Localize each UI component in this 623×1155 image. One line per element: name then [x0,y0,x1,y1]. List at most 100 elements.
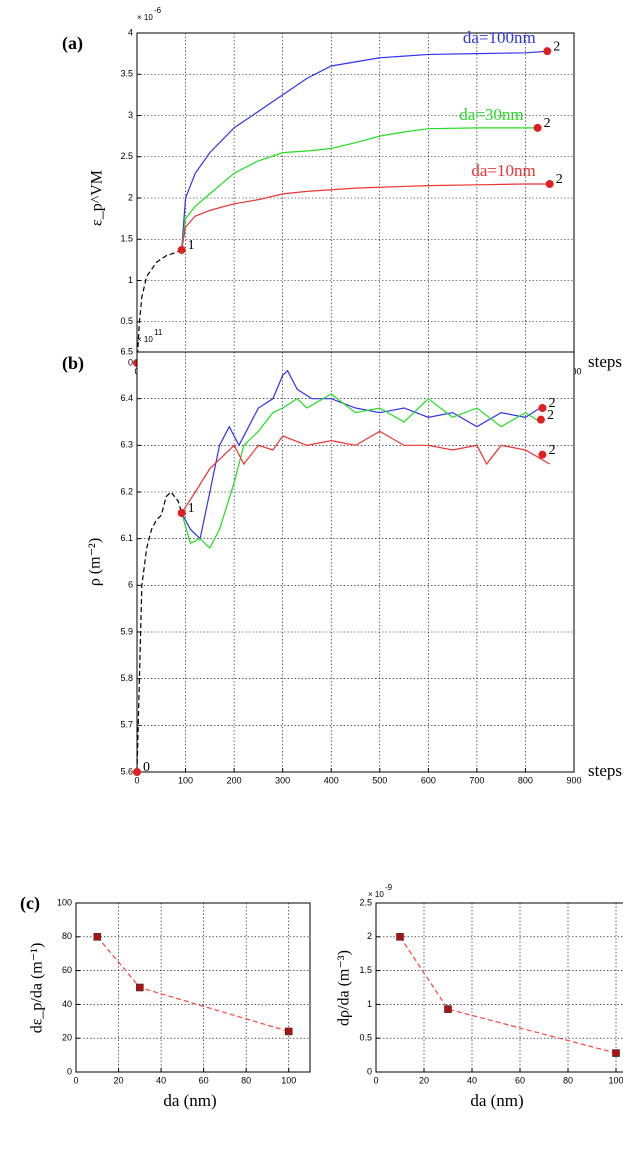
x-tick-label: 0 [373,1075,378,1085]
plot-content [137,50,550,363]
y-tick-label: 40 [62,999,72,1009]
y-tick-label: 1.5 [359,965,372,975]
point-marker [538,404,547,412]
panel-label: (a) [62,33,83,54]
series-line [399,936,617,1054]
point-marker [177,509,186,517]
point-label: 2 [556,172,563,187]
series-line [181,369,541,540]
y-tick-label: 6.3 [120,440,133,450]
y-tick-label: 5.9 [120,626,133,636]
x-axis-label: da (nm) [163,1091,216,1110]
y-axis-label: ρ (m⁻²) [87,538,104,586]
axis-multiplier: × 10 [368,890,384,899]
x-tick-label: 100 [608,1075,623,1085]
series-line [137,491,183,772]
plot-area [76,903,310,1072]
x-tick-label: 900 [566,775,581,785]
y-tick-label: 1.5 [120,234,133,244]
x-axis-label: steps [588,761,622,780]
axis-multiplier: × 10 [137,335,153,344]
series-line [181,50,550,251]
y-tick-label: 6.5 [120,346,133,356]
x-tick-label: 500 [372,775,387,785]
point-marker [533,123,542,132]
x-tick-label: 700 [469,775,484,785]
data-point [136,983,144,992]
point-label: 2 [548,443,555,458]
x-tick-label: 80 [241,1075,251,1085]
plot-frame [75,902,311,1073]
point-label: 2 [544,116,551,131]
axis-multiplier: × 10 [137,13,153,22]
series-label: da=100nm [463,28,536,47]
y-tick-label: 0 [67,1066,72,1076]
point-label: 2 [548,396,555,411]
x-axis-label: da (nm) [470,1091,523,1110]
point-marker [543,47,552,56]
data-point [284,1027,293,1036]
point-label: 1 [188,238,195,253]
point-label: 2 [547,408,554,423]
panel: 0 100 200 300 400 500 600 700 800 9005.65.75.85.9… [62,328,622,785]
y-tick-label: 80 [62,931,72,941]
y-tick-label: 5.8 [120,673,133,683]
x-tick-label: 20 [114,1075,124,1085]
x-tick-label: 600 [421,775,436,785]
x-tick-label: 40 [156,1075,166,1085]
series-line [181,393,541,549]
point-label: 1 [188,501,195,516]
axis-exponent: -9 [385,883,393,892]
panel-label: (b) [62,353,84,374]
y-tick-label: 1 [367,999,372,1009]
panel: 0 20 40 60 80 100 0 0.5 1 1.5 2 2.5× 10-9 da (nm) dρ/… [336,883,623,1110]
plot-area [137,352,574,772]
plot-frame [375,902,623,1073]
x-tick-label: 200 [227,775,242,785]
y-tick-label: 0.5 [359,1033,372,1043]
x-axis-label: steps [588,352,622,371]
data-point [444,1005,452,1013]
series-line [137,249,182,363]
y-tick-label: 2.5 [120,151,133,161]
y-tick-label: 2 [128,192,133,202]
series-label: da=10nm [471,161,535,180]
point-label: 0 [143,760,150,775]
x-tick-label: 400 [324,775,339,785]
axis-exponent: 11 [154,328,163,337]
y-tick-label: 6.2 [120,486,133,496]
x-tick-label: 60 [515,1075,525,1085]
x-tick-label: 0 [134,775,139,785]
y-tick-label: 5.6 [120,766,133,776]
plot-content [137,369,551,772]
plot-content [399,936,617,1054]
y-tick-label: 2 [367,931,372,941]
y-tick-label: 6.1 [120,533,133,543]
series-line [181,127,538,251]
y-tick-label: 0.5 [120,316,133,326]
data-point [396,932,404,941]
series-line [181,183,550,251]
y-tick-label: 6.4 [120,393,133,403]
point-marker [133,768,141,776]
x-tick-label: 40 [467,1075,477,1085]
y-tick-label: 4 [128,27,133,37]
series-label: da=30nm [459,105,523,124]
point-marker [536,415,545,424]
panel-label: (c) [20,893,40,914]
y-axis-label: ε_p^VM [89,170,106,226]
x-tick-label: 100 [281,1075,296,1085]
x-tick-label: 20 [419,1075,429,1085]
y-tick-label: 60 [62,965,72,975]
data-point [612,1049,620,1057]
x-tick-label: 800 [518,775,533,785]
x-tick-label: 300 [275,775,290,785]
series-line [181,430,551,514]
point-marker [545,179,554,188]
panel: 0 20 40 60 80 100 0 20 40 60 80 100 (c) da (nm) dε_p/d… [20,893,311,1110]
point-marker [538,450,547,459]
y-axis-label: dε_p/da (m⁻¹) [29,943,46,1034]
x-tick-label: 0 [73,1075,78,1085]
y-axis-label: dρ/da (m⁻³) [336,950,353,1026]
y-tick-label: 5.7 [120,720,133,730]
